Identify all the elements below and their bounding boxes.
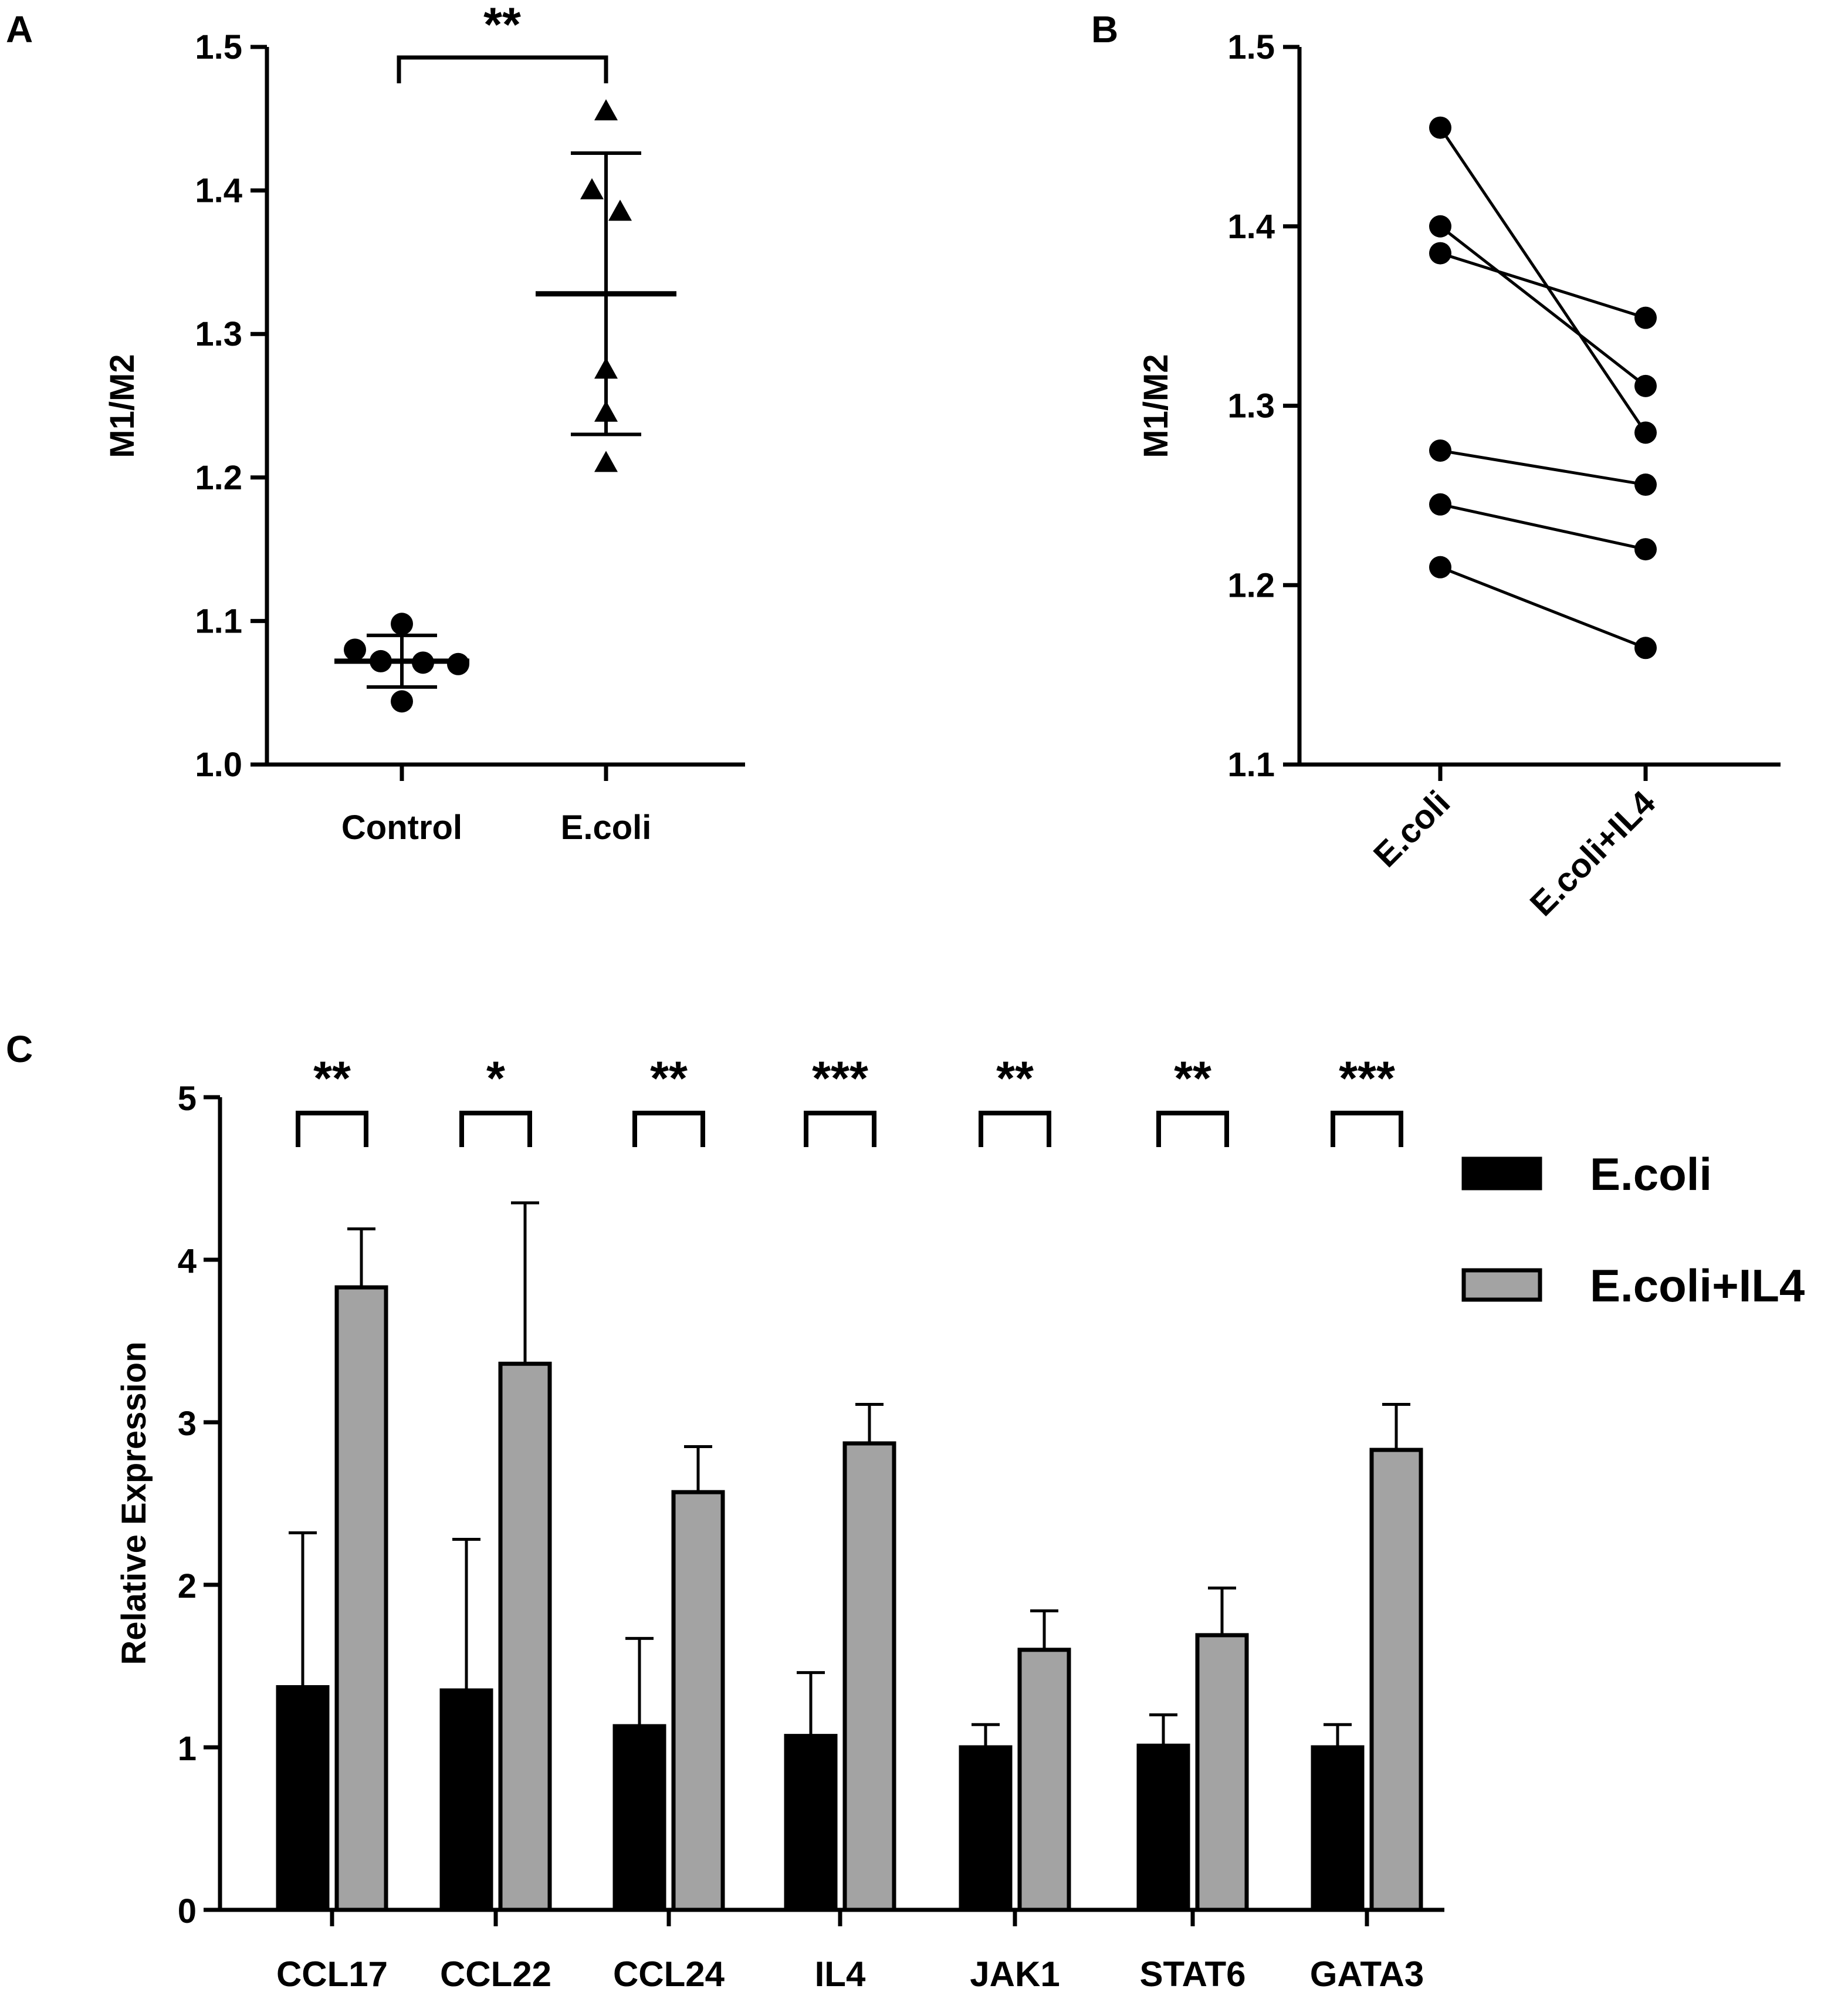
panel-c-significance-bracket: [459, 1111, 532, 1147]
panel-c-bar-ecoli: [1136, 1743, 1190, 1912]
panel-c-significance-label: **: [996, 1052, 1034, 1105]
panel-a-control-point: [447, 652, 469, 675]
panel-a-y-tick-label: 1.1: [195, 602, 242, 640]
panel-b-ecoli-point: [1429, 556, 1451, 579]
panel-a-control-point: [344, 638, 366, 661]
panel-c-significance-label: ***: [1339, 1052, 1395, 1105]
panel-c-x-tick-label: JAK1: [970, 1954, 1060, 1992]
panel-c-bar-ecoli-il4: [1195, 1633, 1249, 1912]
panel-c-x-tick-label: STAT6: [1139, 1954, 1245, 1992]
panel-c-significance-label: ***: [812, 1052, 868, 1105]
panel-c-y-tick-label: 0: [178, 1892, 197, 1930]
panel-b-y-tick-label: 1.4: [1227, 208, 1275, 246]
legend-label-ecoli-il4: E.coli+IL4: [1590, 1260, 1805, 1311]
panel-c-bar-ecoli: [612, 1724, 666, 1912]
panel-b-pair-line: [1440, 449, 1646, 486]
panel-a-y-tick-label: 1.3: [195, 315, 242, 353]
panel-c-bar-ecoli-il4: [671, 1490, 725, 1912]
panel-a-ecoli-point: [594, 99, 618, 121]
panel-b-y-label: M1/M2: [1137, 354, 1175, 458]
panel-b-ecoli-il4-point: [1634, 421, 1657, 444]
panel-b-ecoli-point: [1429, 493, 1451, 516]
panel-b-label: B: [1091, 8, 1118, 50]
panel-a-ecoli-point: [580, 178, 604, 199]
panel-c-bar-ecoli: [439, 1688, 493, 1912]
panel-c-significance-label: **: [313, 1052, 351, 1105]
panel-b-ecoli-il4-point: [1634, 306, 1657, 329]
panel-c-significance-bracket: [979, 1111, 1051, 1147]
panel-a-x-tick-label: E.coli: [561, 809, 652, 847]
panel-c-significance-bracket: [804, 1111, 876, 1147]
panel-c-bar-ecoli: [276, 1685, 330, 1912]
legend-label-ecoli: E.coli: [1590, 1148, 1712, 1200]
panel-b-chart: M1/M2 1.1 1.2 1.3 1.4 1.5 E.coli E.coli+IL4: [1137, 28, 1781, 924]
panel-c-bar-ecoli-il4: [334, 1285, 388, 1912]
panel-b-y-tick-label: 1.2: [1227, 566, 1275, 604]
panel-c-significance-bracket: [296, 1111, 368, 1147]
panel-c-y-tick-label: 4: [178, 1242, 197, 1280]
panel-b-pair-line: [1439, 225, 1647, 387]
panel-c-x-tick-label: IL4: [815, 1954, 866, 1992]
panel-b-y-tick-label: 1.1: [1227, 746, 1275, 784]
panel-a-y-tick-label: 1.5: [195, 28, 242, 66]
panel-c-significance-label: **: [650, 1052, 688, 1105]
panel-b-ecoli-point: [1429, 242, 1451, 265]
panel-a-significance-bracket: [397, 55, 608, 83]
panel-b-ecoli-point: [1429, 116, 1451, 139]
panel-c-significance-label: **: [1174, 1052, 1211, 1105]
legend-swatch-ecoli-il4: [1461, 1268, 1542, 1302]
panel-c-significance-label: *: [486, 1052, 505, 1105]
panel-c-y-tick-label: 1: [178, 1730, 197, 1768]
panel-a-y-label: M1/M2: [103, 354, 141, 458]
panel-a-ecoli-point: [608, 199, 632, 221]
panel-a-y-tick-label: 1.4: [195, 172, 242, 210]
panel-c-bar-ecoli: [784, 1734, 838, 1912]
panel-c-bar-ecoli-il4: [498, 1361, 552, 1912]
panel-a-x-tick-label: Control: [341, 809, 462, 847]
panel-b-ecoli-il4-point: [1634, 474, 1657, 496]
panel-c-chart: Relative Expression 0 1 2 3 4 5 CCL17 CCL22 CCL…: [115, 1052, 1805, 1992]
panel-c-x-tick-label: CCL22: [440, 1954, 551, 1992]
panel-c-y-label: Relative Expression: [115, 1341, 153, 1665]
panel-b-pair-line: [1439, 127, 1647, 434]
panel-c-label: C: [6, 1028, 33, 1070]
panel-a-control-point: [391, 613, 413, 635]
panel-b-pair-line: [1440, 252, 1646, 320]
legend-swatch-ecoli: [1461, 1156, 1542, 1191]
panel-a-significance-label: **: [483, 0, 521, 52]
panel-b-ecoli-point: [1429, 439, 1451, 462]
panel-b-ecoli-il4-point: [1634, 538, 1657, 561]
panel-b-y-tick-label: 1.5: [1227, 28, 1275, 66]
panel-c-x-tick-label: GATA3: [1310, 1954, 1424, 1992]
panel-b-ecoli-il4-point: [1634, 374, 1657, 397]
panel-b-pair-line: [1440, 566, 1646, 650]
panel-c-y-tick-label: 3: [178, 1405, 197, 1443]
panel-c-bar-ecoli-il4: [842, 1441, 896, 1912]
panel-b-ecoli-point: [1429, 215, 1451, 238]
panel-c-y-tick-label: 2: [178, 1567, 197, 1605]
panel-c-x-tick-label: CCL24: [613, 1954, 725, 1992]
panel-c-significance-bracket: [1156, 1111, 1229, 1147]
panel-b-pair-line: [1440, 503, 1646, 551]
panel-b-x-tick-label: E.coli+IL4: [1523, 783, 1663, 924]
panel-c-bar-ecoli: [959, 1745, 1013, 1912]
panel-b-x-tick-label: E.coli: [1366, 783, 1457, 874]
panel-a-chart: M1/M2 1.0 1.1 1.2 1.3 1.4 1.5 Control E.coli *…: [103, 0, 745, 847]
panel-b-ecoli-il4-point: [1634, 637, 1657, 660]
panel-a-y-tick-label: 1.0: [195, 746, 242, 784]
panel-a-ecoli-point: [594, 451, 618, 472]
panel-a-control-point: [391, 690, 413, 713]
panel-b-y-tick-label: 1.3: [1227, 387, 1275, 425]
panel-c-significance-bracket: [1331, 1111, 1403, 1147]
panel-c-bar-ecoli-il4: [1017, 1648, 1071, 1912]
panel-c-bar-ecoli: [1311, 1745, 1365, 1912]
panel-a-label: A: [6, 8, 33, 50]
panel-c-x-tick-label: CCL17: [276, 1954, 388, 1992]
panel-a-y-tick-label: 1.2: [195, 459, 242, 497]
panel-c-bar-ecoli-il4: [1369, 1448, 1423, 1912]
panel-c-y-tick-label: 5: [178, 1080, 197, 1118]
panel-c-significance-bracket: [632, 1111, 705, 1147]
